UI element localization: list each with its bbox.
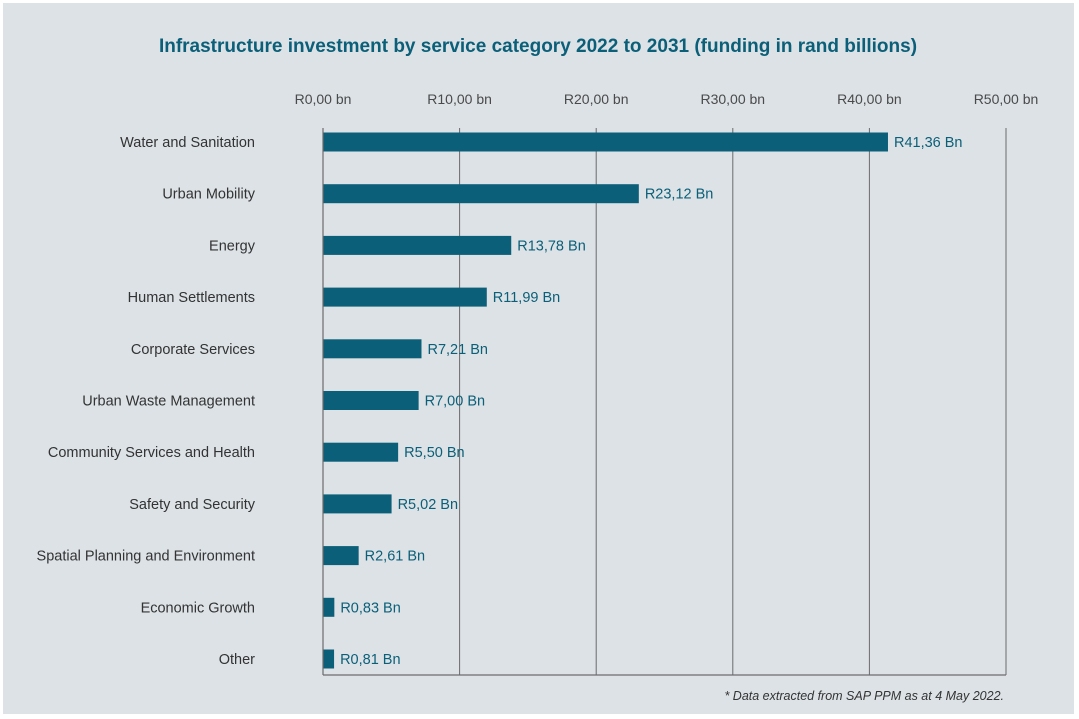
data-label: R2,61 Bn [365,549,425,565]
data-label: R5,50 Bn [404,445,464,461]
bar [323,235,512,255]
category-label: Community Services and Health [48,445,255,461]
data-label: R0,83 Bn [340,600,400,616]
footnote: * Data extracted from SAP PPM as at 4 Ma… [724,689,1004,703]
bar-chart: Infrastructure investment by service cat… [37,36,1039,703]
x-tick-label: R10,00 bn [427,91,492,107]
data-label: R5,02 Bn [398,497,458,513]
category-label: Energy [209,238,256,254]
category-label: Urban Waste Management [82,394,255,410]
x-tick-label: R40,00 bn [837,91,902,107]
data-label: R0,81 Bn [340,652,400,668]
bar [323,339,422,359]
data-labels: R41,36 Bn R23,12 Bn R13,78 Bn R11,99 Bn R7,2… [340,135,962,668]
chart-card: Infrastructure investment by service cat… [3,3,1074,714]
chart-title: Infrastructure investment by service cat… [159,36,917,57]
gridlines [459,128,1007,675]
category-label: Human Settlements [128,290,255,306]
x-tick-label: R0,00 bn [295,91,352,107]
bars [323,132,888,669]
bar [323,442,399,462]
category-label: Urban Mobility [162,187,255,203]
data-label: R13,78 Bn [517,238,586,254]
bar [323,494,392,514]
bar [323,132,888,152]
category-label: Corporate Services [131,342,255,358]
category-labels: Water and Sanitation Urban Mobility Energy… [37,135,256,668]
x-tick-label: R50,00 bn [974,91,1039,107]
category-label: Other [219,652,255,668]
data-label: R11,99 Bn [493,290,560,306]
bar [323,391,419,410]
category-label: Spatial Planning and Environment [37,549,255,565]
x-tick-label: R30,00 bn [700,91,765,107]
data-label: R7,00 Bn [425,394,485,410]
data-label: R23,12 Bn [645,187,714,203]
bar [323,287,487,307]
data-label: R41,36 Bn [894,135,963,151]
bar [323,184,639,204]
data-label: R7,21 Bn [427,342,487,358]
x-tick-label: R20,00 bn [564,91,629,107]
category-label: Water and Sanitation [120,135,255,151]
category-label: Economic Growth [141,600,255,616]
category-label: Safety and Security [129,497,255,513]
x-axis-ticks: R0,00 bn R10,00 bn R20,00 bn R30,00 bn R40,0… [295,91,1039,107]
bar [323,597,335,617]
bar [323,649,335,669]
bar [323,546,359,566]
